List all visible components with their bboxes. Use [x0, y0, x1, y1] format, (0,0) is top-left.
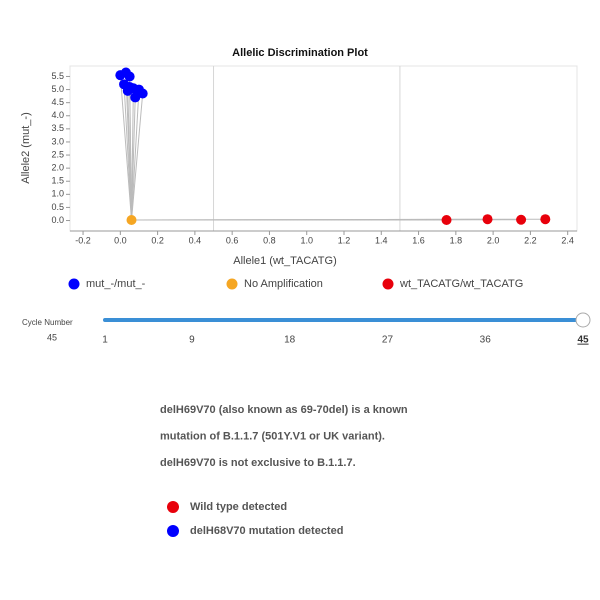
x-tick-label: 1.6 [412, 235, 425, 245]
x-tick-label: 2.0 [487, 235, 500, 245]
slider-tick-label: 1 [102, 335, 108, 346]
x-tick-label: 0.2 [151, 235, 164, 245]
x-tick-label: 1.0 [300, 235, 313, 245]
y-tick-label: 1.0 [51, 189, 64, 199]
y-tick-label: 4.5 [51, 97, 64, 107]
legend-swatch [226, 278, 238, 290]
slider-tick-label: 18 [284, 335, 296, 346]
y-tick-label: 3.0 [51, 136, 64, 146]
status-label: delH68V70 mutation detected [190, 525, 343, 537]
x-tick-label: 0.0 [114, 235, 127, 245]
slider-tick-label: 36 [480, 335, 492, 346]
x-tick-label: 0.6 [226, 235, 239, 245]
trace [119, 75, 133, 221]
slider-thumb[interactable] [575, 312, 591, 328]
point [137, 88, 148, 99]
legend-swatch [382, 278, 394, 290]
x-tick-label: 2.4 [561, 235, 574, 245]
y-tick-label: 1.5 [51, 176, 64, 186]
point [124, 71, 135, 82]
point [441, 215, 452, 225]
trace [131, 93, 144, 221]
point [126, 215, 137, 225]
note-line: delH69V70 is not exclusive to B.1.1.7. [160, 457, 356, 469]
x-tick-label: -0.2 [75, 235, 91, 245]
y-tick-label: 4.0 [51, 110, 64, 120]
slider-label: Cycle Number [22, 318, 73, 327]
y-tick-label: 5.0 [51, 84, 64, 94]
y-tick-label: 2.0 [51, 163, 64, 173]
slider-current: 45 [47, 332, 57, 342]
slider-tick-label: 9 [189, 335, 195, 346]
note-line: delH69V70 (also known as 69-70del) is a … [160, 404, 408, 416]
x-tick-label: 0.4 [189, 235, 202, 245]
trace [127, 90, 133, 221]
x-tick-label: 1.4 [375, 235, 388, 245]
y-axis-label: Allele2 (mut_-) [20, 112, 32, 184]
x-axis-label: Allele1 (wt_TACATG) [233, 255, 337, 267]
status-dot [167, 501, 179, 513]
y-tick-label: 2.5 [51, 149, 64, 159]
x-tick-label: 1.2 [338, 235, 351, 245]
status-label: Wild type detected [190, 501, 287, 513]
legend-swatch [68, 278, 80, 290]
y-tick-label: 5.5 [51, 71, 64, 81]
x-tick-label: 1.8 [450, 235, 463, 245]
point [516, 214, 527, 225]
trace [131, 218, 546, 221]
point [540, 214, 551, 225]
note-line: mutation of B.1.1.7 (501Y.V1 or UK varia… [160, 430, 385, 442]
trace [131, 89, 140, 221]
trace [131, 97, 136, 221]
slider-tick-label: 45 [577, 335, 589, 346]
y-tick-label: 0.5 [51, 202, 64, 212]
legend-label: No Amplification [244, 278, 323, 290]
x-tick-label: 0.8 [263, 235, 276, 245]
point [482, 214, 493, 225]
slider-tick-label: 27 [382, 335, 394, 346]
y-tick-label: 3.5 [51, 123, 64, 133]
trace [123, 84, 133, 221]
point [122, 85, 133, 96]
legend-label: mut_-/mut_- [86, 278, 146, 290]
chart-title: Allelic Discrimination Plot [232, 47, 368, 59]
legend-label: wt_TACATG/wt_TACATG [399, 278, 523, 290]
x-tick-label: 2.2 [524, 235, 537, 245]
point [130, 92, 141, 103]
status-dot [167, 525, 179, 537]
y-tick-label: 0.0 [51, 215, 64, 225]
